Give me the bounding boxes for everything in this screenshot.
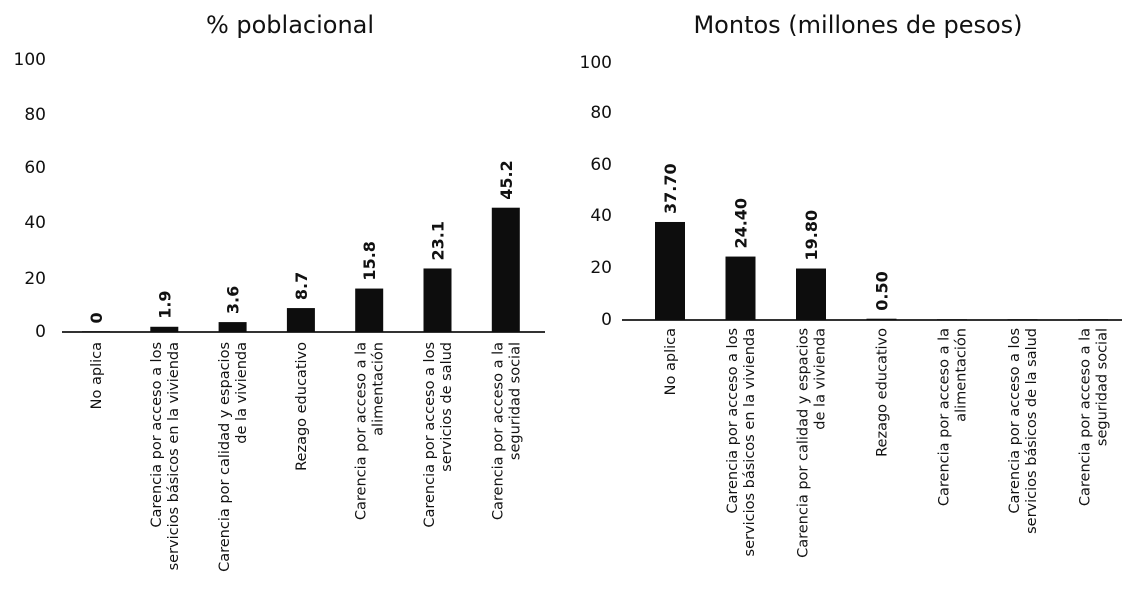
bar-value-label: 24.40 [732,198,751,249]
category-label: servicios de salud [439,342,455,472]
bar [1007,319,1038,320]
bar-value-label: 0 [87,312,106,323]
bar-group [82,207,520,332]
bar-value-label: 19.80 [802,210,821,261]
category-label: Carencia por acceso a los [149,342,165,528]
y-tick-label: 0 [601,310,612,330]
y-tick-label: 80 [24,105,46,125]
category-label: Carencia por calidad y espacios [796,328,812,558]
category-label: de la vivienda [234,342,250,444]
category-label: Carencia por acceso a la [490,342,506,520]
y-tick-label: 80 [590,103,612,123]
y-tick-label: 100 [580,53,612,73]
y-tick-label: 20 [24,269,46,289]
category-label: servicios básicos en la vivienda [742,328,758,556]
bar-group [655,221,1108,320]
category-label: Carencia por acceso a los [725,328,741,514]
y-tick-label: 20 [590,258,612,278]
bar [355,288,384,332]
value-label-group: 37.70 24.40 19.80 0.50 [661,163,892,310]
bar-value-label: 8.7 [292,272,311,300]
category-label: seguridad social [507,342,523,460]
bar-value-label: 1.9 [155,290,174,318]
bar [286,308,315,332]
category-label-group: No aplica Carencia por acceso a los servic… [89,342,523,572]
category-label: Carencia por acceso a los [422,342,438,528]
bar [150,326,179,332]
y-tick-label: 40 [590,206,612,226]
category-label: de la vivienda [813,328,829,430]
bar [1078,319,1108,320]
y-tick-labels: 0 20 40 60 80 100 [580,53,612,330]
category-label: Rezago educativo [294,342,310,471]
category-label: Carencia por calidad y espacios [217,342,233,572]
bar [491,207,520,332]
chart-title: Montos (millones de pesos) [693,11,1022,39]
bar-value-label: 0.50 [873,271,892,310]
chart-montos: Montos (millones de pesos) 0 20 40 60 80… [580,11,1122,558]
bar [866,318,897,320]
y-tick-label: 0 [35,322,46,342]
bar [82,331,110,332]
category-label: No aplica [663,328,679,395]
category-label: Carencia por acceso a los [1007,328,1023,514]
bar-value-label: 3.6 [224,286,243,314]
bar-value-label: 23.1 [429,221,448,260]
y-tick-labels: 0 20 40 60 80 100 [14,50,46,342]
chart-title: % poblacional [206,11,374,39]
y-tick-label: 100 [14,50,46,70]
chart-poblacional: % poblacional 0 20 40 60 80 100 0 1.9 3.6 8… [14,11,545,572]
bar-value-label: 45.2 [497,160,516,199]
bar [725,256,756,320]
category-label: Carencia por acceso a la [937,328,953,506]
bar [796,268,826,320]
category-label: servicios básicos de la salud [1024,328,1040,534]
bar [937,319,967,320]
y-tick-label: 60 [590,155,612,175]
category-label: Carencia por acceso a la [1078,328,1094,506]
bar-value-label: 37.70 [661,163,680,214]
category-label: seguridad social [1095,328,1111,446]
category-label-group: No aplica Carencia por acceso a los servic… [663,328,1111,558]
bar [423,268,452,332]
bar [655,221,685,320]
category-label: Rezago educativo [875,328,891,457]
category-label: Carencia por acceso a la [354,342,370,520]
category-label: alimentación [954,328,970,422]
y-tick-label: 60 [24,158,46,178]
bar [218,322,247,332]
value-label-group: 0 1.9 3.6 8.7 15.8 23.1 45.2 [87,160,516,323]
category-label: servicios básicos en la vivienda [166,342,182,570]
bar-value-label: 15.8 [360,241,379,280]
y-tick-label: 40 [24,213,46,233]
category-label: alimentación [371,342,387,436]
category-label: No aplica [89,342,105,409]
